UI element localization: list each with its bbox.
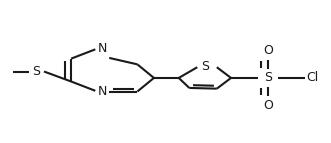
Text: N: N bbox=[98, 42, 107, 55]
Text: S: S bbox=[264, 72, 272, 84]
Text: N: N bbox=[98, 85, 107, 98]
Text: O: O bbox=[263, 44, 273, 57]
Text: S: S bbox=[32, 65, 40, 78]
Text: Cl: Cl bbox=[307, 72, 319, 84]
Text: S: S bbox=[201, 60, 209, 73]
Text: O: O bbox=[263, 99, 273, 112]
